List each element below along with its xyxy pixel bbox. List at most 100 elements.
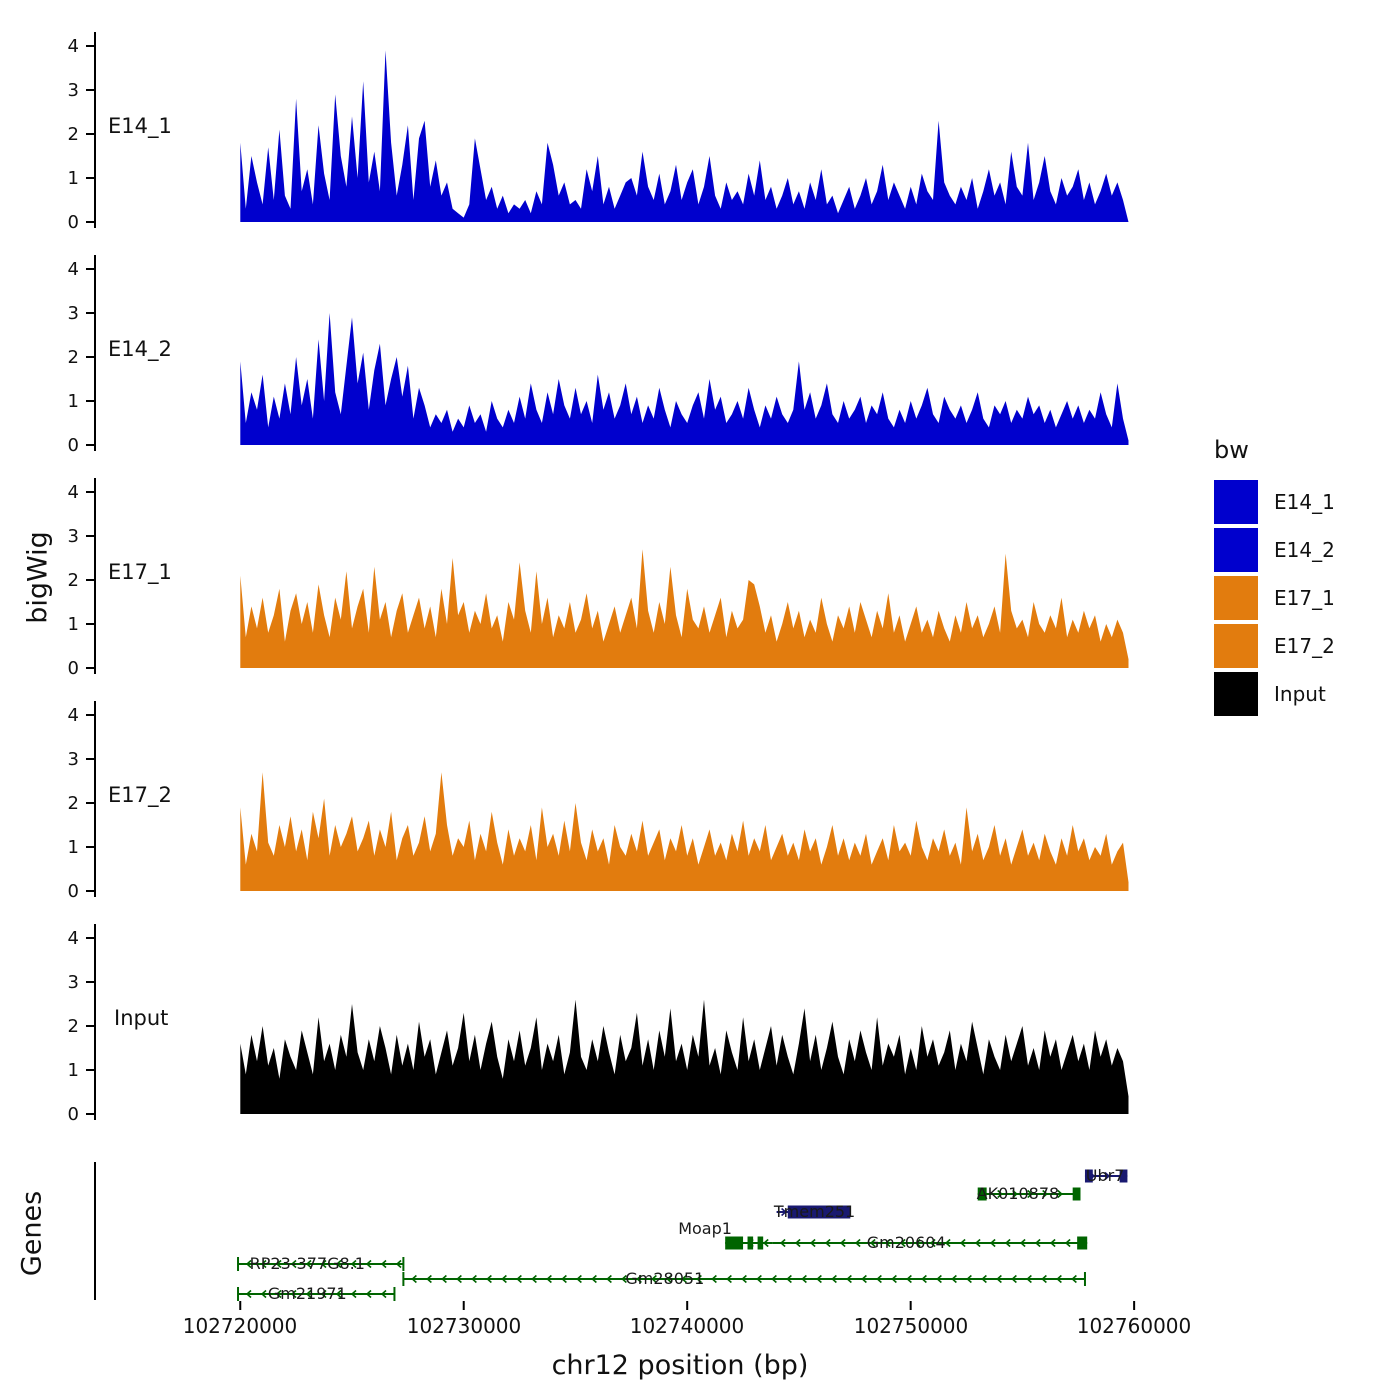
gene-exon bbox=[757, 1236, 764, 1250]
y-tick-label: 4 bbox=[68, 259, 79, 280]
y-tick-label: 4 bbox=[68, 36, 79, 57]
legend-swatch-input bbox=[1214, 672, 1258, 716]
y-tick-label: 2 bbox=[68, 570, 79, 591]
strand-arrow-icon bbox=[621, 1274, 627, 1284]
track-label-input: Input bbox=[114, 1006, 169, 1030]
y-tick-label: 0 bbox=[68, 658, 79, 679]
strand-arrow-icon bbox=[1071, 1274, 1077, 1284]
strand-arrow-icon bbox=[290, 1259, 297, 1269]
strand-arrow-icon bbox=[1012, 1189, 1018, 1199]
strand-arrow-icon bbox=[531, 1274, 537, 1284]
coverage-area-E14_2 bbox=[240, 313, 1129, 445]
strand-arrow-icon bbox=[966, 1274, 972, 1284]
legend-swatch-e17-2 bbox=[1214, 624, 1258, 668]
strand-arrow-icon bbox=[801, 1274, 807, 1284]
y-tick-label: 2 bbox=[68, 124, 79, 145]
x-tick-label-102720000: 102720000 bbox=[182, 1314, 298, 1338]
strand-arrow-icon bbox=[711, 1274, 717, 1284]
strand-arrow-icon bbox=[899, 1238, 906, 1248]
strand-arrow-icon bbox=[380, 1259, 387, 1269]
strand-arrow-icon bbox=[320, 1259, 327, 1269]
strand-arrow-icon bbox=[666, 1274, 672, 1284]
gene-label: Tmem251 bbox=[773, 1202, 855, 1221]
strand-arrow-icon bbox=[456, 1274, 462, 1284]
y-tick-label: 0 bbox=[68, 1104, 79, 1125]
y-tick-label: 4 bbox=[68, 482, 79, 503]
legend-item-e14-1: E14_1 bbox=[1214, 480, 1335, 524]
gene-exon bbox=[747, 1236, 754, 1250]
y-tick-label: 3 bbox=[68, 749, 79, 770]
y-tick-label: 2 bbox=[68, 347, 79, 368]
strand-arrow-icon bbox=[320, 1289, 327, 1299]
legend-label-e14-2: E14_2 bbox=[1274, 538, 1335, 562]
strand-arrow-icon bbox=[831, 1274, 837, 1284]
strand-arrow-icon bbox=[350, 1289, 357, 1299]
strand-arrow-icon bbox=[921, 1274, 927, 1284]
coverage-area-E17_1 bbox=[240, 549, 1129, 668]
legend-item-e17-2: E17_2 bbox=[1214, 624, 1335, 668]
strand-arrow-icon bbox=[1041, 1274, 1047, 1284]
gene-Tmem251: Tmem251 bbox=[773, 1202, 855, 1221]
strand-arrow-icon bbox=[576, 1274, 582, 1284]
strand-arrow-icon bbox=[974, 1238, 981, 1248]
y-tick-label: 3 bbox=[68, 526, 79, 547]
strand-arrow-icon bbox=[1034, 1238, 1041, 1248]
x-tick-label-102750000: 102750000 bbox=[853, 1314, 969, 1338]
strand-arrow-icon bbox=[245, 1259, 252, 1269]
y-tick-label: 3 bbox=[68, 303, 79, 324]
y-tick-label: 0 bbox=[68, 881, 79, 902]
gene-Gm28051: Gm28051 bbox=[402, 1269, 1086, 1288]
strand-arrow-icon bbox=[606, 1274, 612, 1284]
strand-arrow-icon bbox=[906, 1274, 912, 1284]
strand-arrow-icon bbox=[651, 1274, 657, 1284]
y-tick-label: 1 bbox=[68, 1060, 79, 1081]
y-tick-label: 1 bbox=[68, 391, 79, 412]
strand-arrow-icon bbox=[726, 1274, 732, 1284]
strand-arrow-icon bbox=[486, 1274, 492, 1284]
strand-arrow-icon bbox=[275, 1259, 282, 1269]
strand-arrow-icon bbox=[290, 1289, 297, 1299]
x-axis-title: chr12 position (bp) bbox=[551, 1350, 809, 1381]
strand-arrow-icon bbox=[891, 1274, 897, 1284]
strand-arrow-icon bbox=[1027, 1189, 1033, 1199]
y-tick-label: 1 bbox=[68, 837, 79, 858]
y-tick-label: 3 bbox=[68, 972, 79, 993]
y-axis-title-genes: Genes bbox=[16, 1190, 48, 1277]
y-tick-label: 1 bbox=[68, 168, 79, 189]
strand-arrow-icon bbox=[951, 1274, 957, 1284]
y-axis-title-bigwig: bigWig bbox=[22, 531, 54, 624]
strand-arrow-icon bbox=[335, 1289, 342, 1299]
track-panel-E17_2: 0 1 2 3 4 bbox=[68, 701, 1129, 902]
strand-arrow-icon bbox=[786, 1274, 792, 1284]
strand-arrow-icon bbox=[1064, 1238, 1071, 1248]
strand-arrow-icon bbox=[854, 1238, 861, 1248]
gene-exon bbox=[1077, 1236, 1088, 1250]
strand-arrow-icon bbox=[1026, 1274, 1032, 1284]
strand-arrow-icon bbox=[275, 1289, 282, 1299]
track-panel-E17_1: 0 1 2 3 4 bbox=[68, 478, 1129, 679]
gene-label: Gm20604 bbox=[867, 1233, 946, 1252]
x-tick-label-102740000: 102740000 bbox=[629, 1314, 745, 1338]
strand-arrow-icon bbox=[1019, 1238, 1026, 1248]
gene-label: Gm28051 bbox=[625, 1269, 704, 1288]
strand-arrow-icon bbox=[794, 1238, 801, 1248]
strand-arrow-icon bbox=[260, 1289, 267, 1299]
strand-arrow-icon bbox=[781, 1207, 787, 1217]
legend-label-input: Input bbox=[1274, 682, 1326, 706]
strand-arrow-icon bbox=[876, 1274, 882, 1284]
y-tick-label: 1 bbox=[68, 614, 79, 635]
strand-arrow-icon bbox=[756, 1274, 762, 1284]
track-panel-E14_1: 0 1 2 3 4 bbox=[68, 32, 1129, 233]
strand-arrow-icon bbox=[245, 1289, 252, 1299]
gene-label: Moap1 bbox=[678, 1219, 732, 1238]
strand-arrow-icon bbox=[561, 1274, 567, 1284]
strand-arrow-icon bbox=[350, 1259, 357, 1269]
strand-arrow-icon bbox=[959, 1238, 966, 1248]
strand-arrow-icon bbox=[944, 1238, 951, 1248]
strand-arrow-icon bbox=[997, 1189, 1003, 1199]
track-panel-Input: 0 1 2 3 4 bbox=[68, 924, 1129, 1125]
track-panel-E14_2: 0 1 2 3 4 bbox=[68, 255, 1129, 456]
gene-label: Ubr7 bbox=[1086, 1166, 1125, 1185]
strand-arrow-icon bbox=[1057, 1189, 1063, 1199]
